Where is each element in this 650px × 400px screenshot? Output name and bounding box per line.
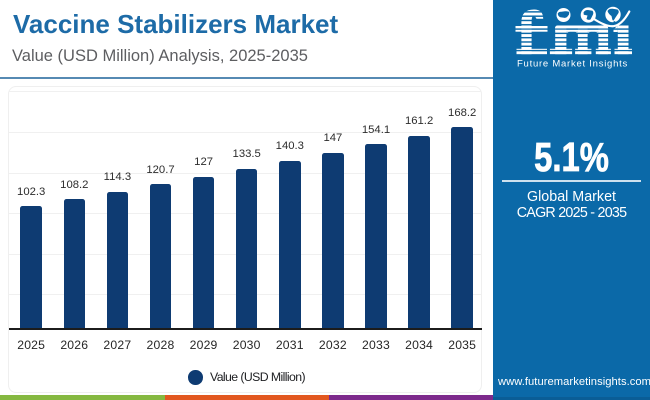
svg-text:Future Market Insights: Future Market Insights [517, 59, 628, 70]
